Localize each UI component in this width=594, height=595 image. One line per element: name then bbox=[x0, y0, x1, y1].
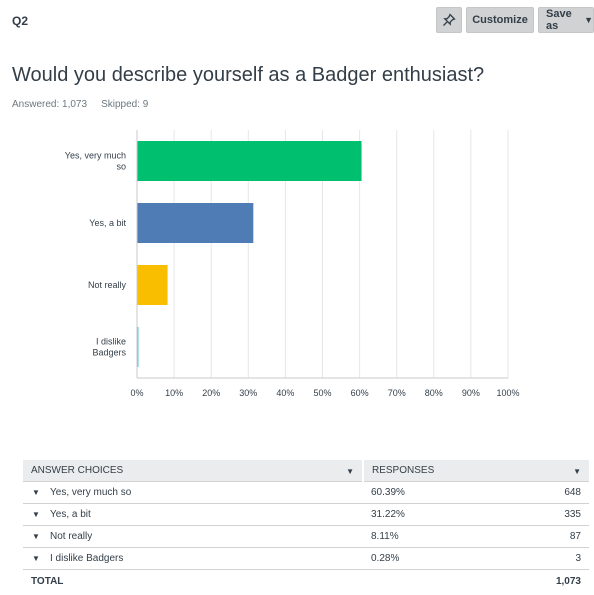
pin-icon bbox=[443, 13, 456, 26]
response-percent: 0.28% bbox=[371, 553, 400, 564]
x-tick-label: 20% bbox=[202, 388, 220, 398]
response-percent: 8.11% bbox=[371, 531, 399, 542]
expand-caret-icon[interactable]: ▼ bbox=[32, 488, 40, 497]
response-cell: 8.11% 87 bbox=[363, 525, 589, 548]
answer-choices-header-label: ANSWER CHOICES bbox=[31, 465, 124, 476]
response-percent: 31.22% bbox=[371, 509, 405, 520]
answer-choice-cell: ▼ Yes, very much so bbox=[23, 481, 363, 504]
response-stats: Answered: 1,073 Skipped: 9 bbox=[12, 99, 148, 110]
table-row: ▼ Not really 8.11% 87 bbox=[23, 525, 589, 548]
x-tick-label: 10% bbox=[165, 388, 183, 398]
x-tick-label: 70% bbox=[388, 388, 406, 398]
x-tick-label: 50% bbox=[313, 388, 331, 398]
save-as-label: Save as bbox=[546, 8, 572, 32]
response-percent: 60.39% bbox=[371, 487, 405, 498]
category-label: I dislike Badgers bbox=[92, 337, 126, 358]
answer-choice-cell: ▼ Not really bbox=[23, 525, 363, 548]
answer-choice-label: Yes, very much so bbox=[50, 487, 132, 498]
response-cell: 31.22% 335 bbox=[363, 503, 589, 526]
bar-chart: 0% 10% 20% 30% 40% 50% 60% 70% 80% 90% 100% Yes, ve… bbox=[65, 130, 520, 398]
sort-caret-icon: ▼ bbox=[573, 467, 581, 476]
customize-button[interactable]: Customize bbox=[466, 7, 534, 33]
x-tick-label: 90% bbox=[462, 388, 480, 398]
x-tick-label: 40% bbox=[276, 388, 294, 398]
pin-button[interactable] bbox=[436, 7, 462, 33]
answer-choice-cell: ▼ I dislike Badgers bbox=[23, 547, 363, 570]
category-label: Yes, very much so bbox=[65, 151, 126, 172]
toolbar: Customize Save as ▼ bbox=[436, 7, 594, 33]
answered-count: Answered: 1,073 bbox=[12, 99, 88, 110]
expand-caret-icon[interactable]: ▼ bbox=[32, 532, 40, 541]
response-count: 3 bbox=[575, 553, 581, 564]
category-label: Not really bbox=[88, 280, 127, 290]
answer-choice-label: I dislike Badgers bbox=[50, 553, 124, 564]
expand-caret-icon[interactable]: ▼ bbox=[32, 554, 40, 563]
responses-header-label: RESPONSES bbox=[372, 465, 435, 476]
results-table: ANSWER CHOICES ▼ RESPONSES ▼ ▼ Yes, very … bbox=[23, 460, 589, 592]
x-tick-label: 60% bbox=[351, 388, 369, 398]
x-tick-label: 80% bbox=[425, 388, 443, 398]
question-number: Q2 bbox=[12, 14, 29, 28]
results-table-container: ANSWER CHOICES ▼ RESPONSES ▼ ▼ Yes, very … bbox=[23, 460, 589, 592]
x-tick-label: 30% bbox=[239, 388, 257, 398]
total-label: TOTAL bbox=[31, 575, 64, 587]
total-count: 1,073 bbox=[555, 575, 581, 587]
answer-choices-header[interactable]: ANSWER CHOICES ▼ bbox=[23, 460, 364, 482]
answer-choice-cell: ▼ Yes, a bit bbox=[23, 503, 363, 526]
table-row: ▼ I dislike Badgers 0.28% 3 bbox=[23, 547, 589, 570]
expand-caret-icon[interactable]: ▼ bbox=[32, 510, 40, 519]
x-tick-label: 100% bbox=[496, 388, 519, 398]
response-cell: 60.39% 648 bbox=[363, 481, 589, 504]
table-row: ▼ Yes, a bit 31.22% 335 bbox=[23, 503, 589, 526]
question-title: Would you describe yourself as a Badger … bbox=[12, 64, 485, 86]
total-row: TOTAL 1,073 bbox=[23, 570, 589, 593]
responses-header[interactable]: RESPONSES ▼ bbox=[363, 460, 589, 482]
answer-choice-label: Not really bbox=[50, 531, 93, 542]
x-tick-label: 0% bbox=[130, 388, 143, 398]
bar[interactable] bbox=[137, 203, 254, 243]
bar[interactable] bbox=[137, 141, 362, 181]
response-count: 87 bbox=[569, 531, 581, 542]
save-as-button[interactable]: Save as ▼ bbox=[538, 7, 594, 33]
bar[interactable] bbox=[137, 327, 139, 367]
answer-choice-label: Yes, a bit bbox=[50, 509, 91, 520]
response-count: 335 bbox=[564, 509, 581, 520]
category-label: Yes, a bit bbox=[89, 218, 126, 228]
sort-caret-icon: ▼ bbox=[346, 467, 354, 476]
caret-down-icon: ▼ bbox=[584, 15, 593, 25]
response-count: 648 bbox=[564, 487, 581, 498]
table-row: ▼ Yes, very much so 60.39% 648 bbox=[23, 481, 589, 504]
response-cell: 0.28% 3 bbox=[363, 547, 589, 570]
bar[interactable] bbox=[137, 265, 168, 305]
skipped-count: Skipped: 9 bbox=[101, 99, 149, 110]
